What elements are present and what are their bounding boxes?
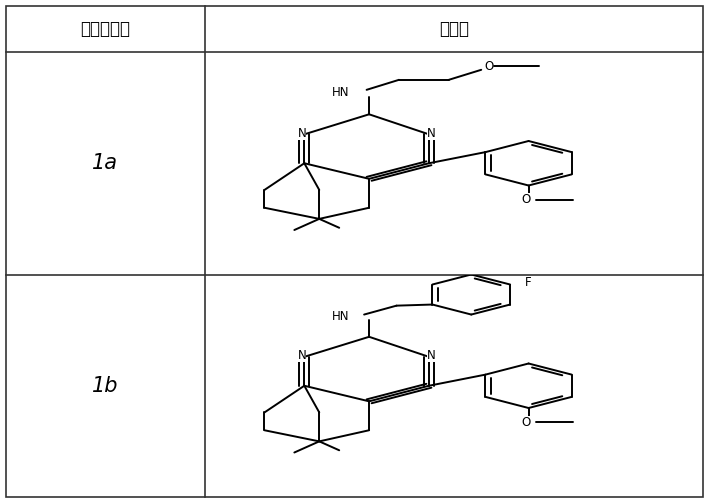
Text: HN: HN: [332, 310, 349, 323]
Text: N: N: [298, 349, 306, 362]
Text: O: O: [521, 416, 531, 429]
Text: O: O: [484, 60, 493, 73]
Text: 1b: 1b: [92, 376, 118, 396]
Text: N: N: [298, 127, 306, 140]
Text: N: N: [427, 349, 436, 362]
Text: F: F: [525, 276, 532, 289]
Text: N: N: [427, 127, 436, 140]
Text: 结构式: 结构式: [439, 20, 469, 38]
Text: 化合物编号: 化合物编号: [80, 20, 130, 38]
Text: HN: HN: [332, 86, 349, 99]
Text: O: O: [521, 194, 531, 206]
Text: 1a: 1a: [92, 153, 118, 173]
